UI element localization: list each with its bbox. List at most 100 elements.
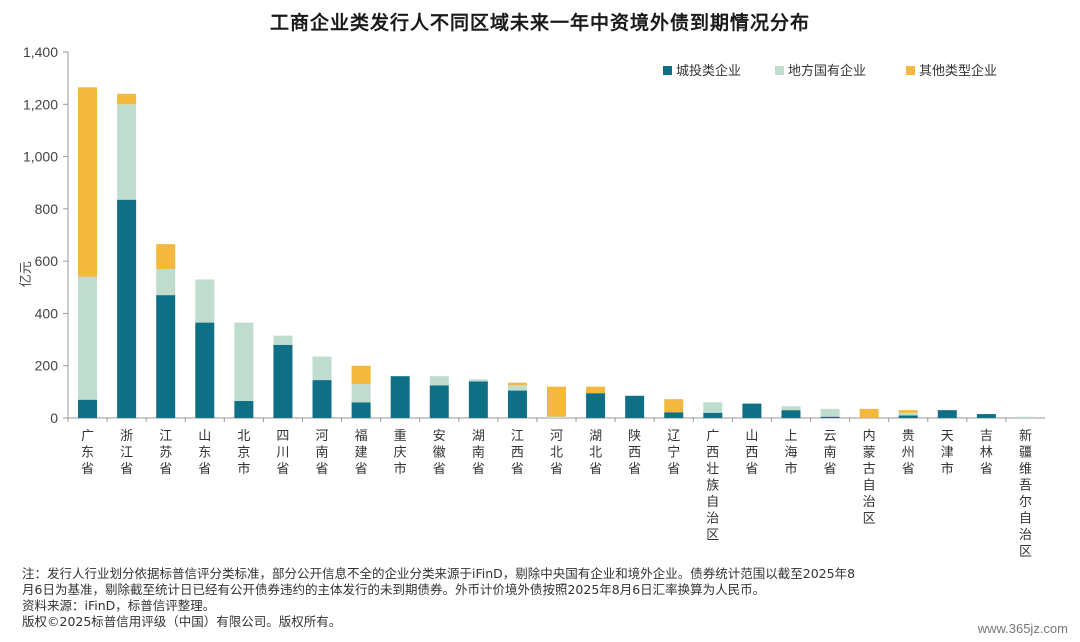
category-label: 辽宁省 [667, 429, 680, 477]
category-label: 湖北省 [589, 429, 602, 477]
bar-segment [156, 244, 176, 269]
category-label: 河北省 [550, 429, 563, 477]
bar-segment [781, 406, 801, 411]
y-tick-label: 400 [35, 305, 59, 321]
category-label: 江西省 [511, 429, 524, 477]
category-label: 重庆市 [394, 428, 407, 477]
legend-swatch [663, 66, 672, 75]
bar-segment [156, 295, 176, 418]
bar-segment [1015, 416, 1035, 418]
footnotes: 注：发行人行业划分依据标普信评分类标准，部分公开信息不全的企业分类来源于iFin… [22, 566, 1062, 630]
bar-segment [547, 386, 566, 417]
category-label: 山东省 [198, 429, 211, 477]
x-axis [67, 417, 1045, 422]
bar-segment [468, 379, 488, 382]
bar-segment [312, 380, 332, 418]
legend-swatch [906, 66, 915, 75]
bar-segment [664, 412, 684, 418]
category-label: 安徽省 [433, 429, 446, 477]
category-label: 湖南省 [472, 429, 485, 477]
bar-segment [507, 390, 527, 418]
bar-segment [507, 385, 527, 391]
bar-segment [156, 268, 176, 296]
bar-segment [742, 403, 762, 418]
bar-segment [195, 279, 215, 323]
category-label: 江苏省 [159, 429, 172, 477]
bar-segment [937, 410, 957, 418]
bar-segment [703, 412, 723, 418]
bar-segment [976, 414, 996, 418]
copyright-line: 版权©2025标普信用评级（中国）有限公司。版权所有。 [22, 614, 342, 629]
bar-segment [429, 376, 449, 386]
category-label: 陕西省 [628, 429, 641, 477]
category-label: 广东省 [81, 429, 94, 477]
bar-segment [78, 87, 98, 277]
bar-segment [781, 410, 801, 418]
y-tick-label: 0 [50, 410, 58, 426]
bar-segment [351, 365, 371, 385]
category-label: 天津市 [941, 429, 954, 477]
bar-segment [78, 399, 98, 418]
category-label: 山西省 [745, 429, 758, 477]
source-line: 资料来源：iFinD，标普信评整理。 [22, 598, 216, 613]
watermark: www.365jz.com [977, 621, 1068, 636]
bar-segment [586, 386, 606, 394]
category-labels: 广东省 浙江省 江苏省 山东省 北京市 四川省 河南省 福建省 重庆市 安徽省 湖南省 江西省 河北省 湖… [81, 428, 1032, 560]
bar-segment [468, 381, 488, 418]
chart-title: 工商企业类发行人不同区域未来一年中资境外债到期情况分布 [269, 12, 810, 34]
bar-segment [586, 393, 606, 418]
category-label: 四川省 [276, 429, 289, 477]
legend: 城投类企业 地方国有企业 其他类型企业 [663, 63, 997, 79]
category-label: 河南省 [316, 429, 329, 477]
category-label: 上海市 [784, 429, 797, 477]
bar-segment [351, 384, 371, 403]
bar-segment [117, 104, 137, 200]
y-axis-label: 亿元 [19, 261, 34, 287]
y-tick-label: 200 [35, 358, 59, 374]
bar-segment [820, 408, 840, 417]
y-tick-label: 1,000 [23, 149, 58, 165]
bar-segment [234, 401, 254, 418]
bar-segment [898, 410, 918, 413]
bar-segment [273, 344, 293, 418]
bar-segment [507, 382, 527, 386]
bar-segment [625, 395, 645, 418]
category-label: 新疆维吾尔自治区 [1019, 428, 1032, 560]
note-line-2: 月6日为基准，剔除截至统计日已经有公开债券违约的主体发行的未到期债券。外币计价境… [22, 582, 766, 597]
bar-segment [859, 408, 879, 418]
bar-segment [429, 385, 449, 418]
y-tick-label: 1,400 [23, 44, 58, 60]
category-label: 内蒙古自治区 [863, 428, 876, 527]
category-label: 贵州省 [902, 429, 915, 477]
legend-label: 地方国有企业 [788, 63, 866, 79]
bar-segment [195, 322, 215, 418]
bar-segment [898, 412, 918, 416]
bar-segment [820, 416, 840, 418]
legend-label: 其他类型企业 [919, 63, 997, 79]
y-tick-label: 1,200 [23, 96, 58, 112]
category-label: 浙江省 [120, 429, 133, 477]
note-line-1: 注：发行人行业划分依据标普信评分类标准，部分公开信息不全的企业分类来源于iFin… [22, 566, 856, 581]
y-tick-label: 600 [35, 253, 59, 269]
bar-segment [312, 356, 332, 381]
legend-label: 城投类企业 [676, 63, 741, 79]
bar-segment [78, 276, 98, 400]
category-label: 云南省 [824, 429, 837, 477]
bar-segment [351, 402, 371, 418]
bar-segment [390, 376, 410, 418]
bar-segment [117, 199, 137, 418]
category-label: 吉林省 [980, 429, 993, 477]
bar-segment [664, 399, 684, 413]
bar-segment [117, 93, 137, 105]
bar-segment [234, 322, 254, 402]
y-axis: 0 200 400 600 800 1,000 1,200 1,400 亿元 [19, 44, 69, 426]
bar-segment [273, 335, 293, 345]
bars [78, 87, 1035, 418]
bar-segment [547, 416, 566, 418]
legend-swatch [775, 66, 784, 75]
category-label: 广西壮族自治区 [706, 429, 719, 543]
category-label: 北京市 [237, 429, 250, 477]
bar-segment [898, 415, 918, 418]
bar-segment [703, 402, 723, 413]
stacked-bar-chart: 0 200 400 600 800 1,000 1,200 1,400 亿元 广东省 浙江省 江苏省… [19, 44, 1045, 560]
